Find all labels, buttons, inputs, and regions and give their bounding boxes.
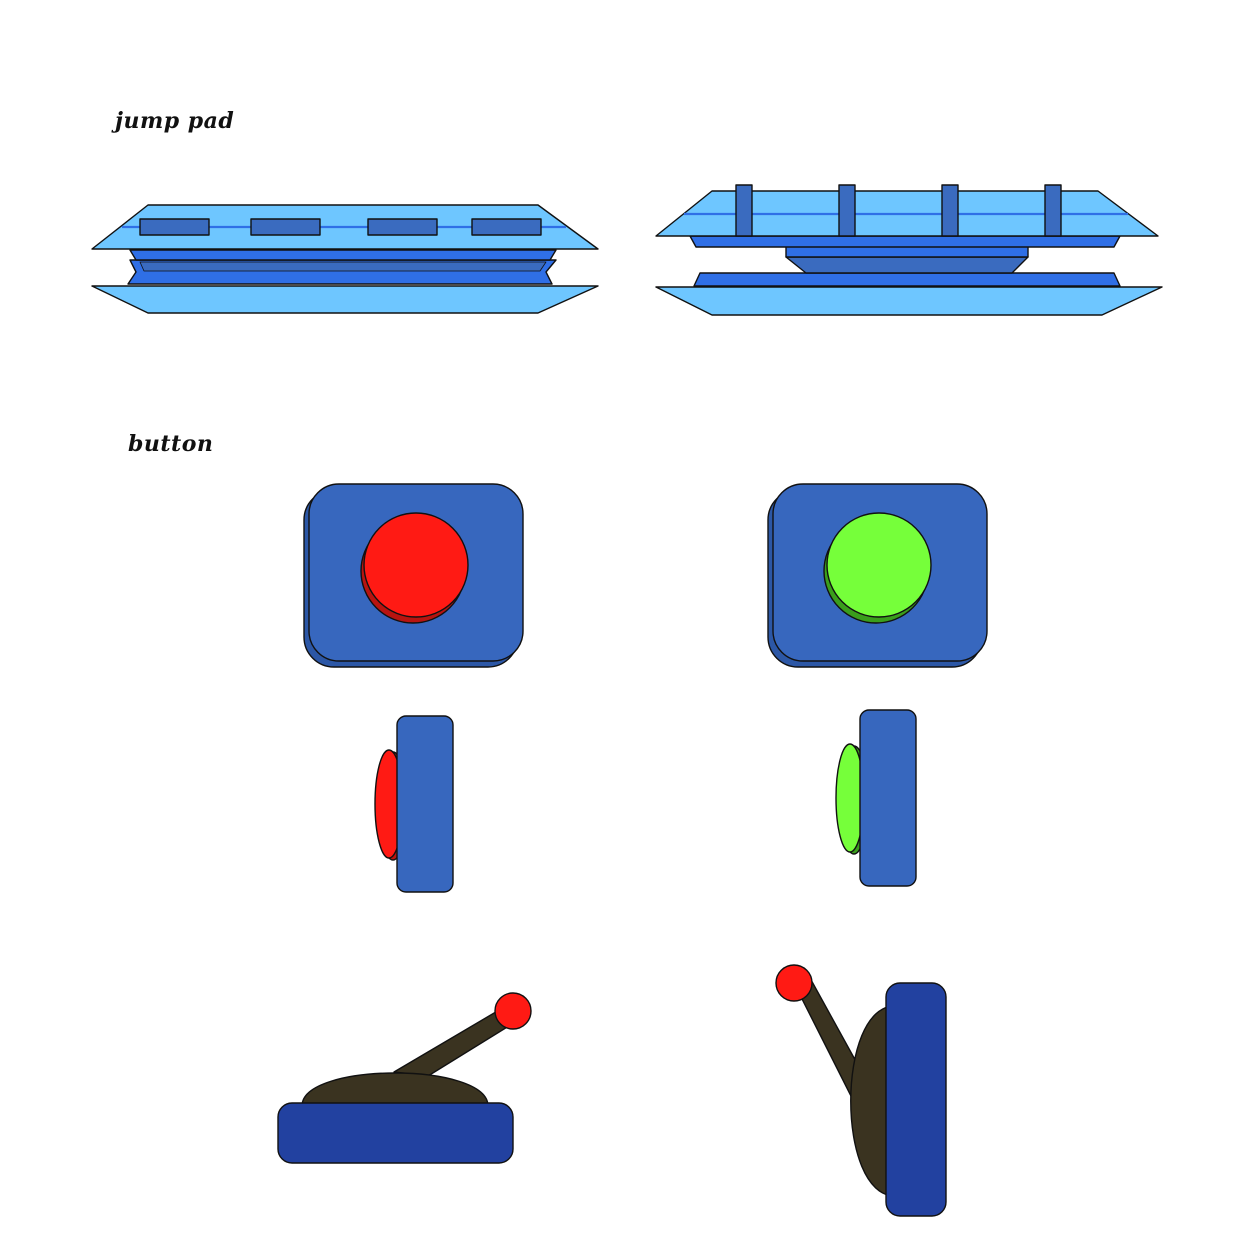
jump-pad-open [655, 184, 1163, 316]
jump-pad-open-post [941, 184, 959, 237]
button-red-top [303, 483, 524, 668]
button-red-top-cap [363, 512, 469, 618]
button-green-side-base [859, 709, 917, 887]
jump-pad-heading: jump pad [115, 108, 235, 134]
jump-pad-open-post [838, 184, 856, 237]
lever-off-base [277, 1102, 514, 1164]
button-green-side [835, 709, 917, 887]
jump-pad-open-bottom-lip [693, 272, 1121, 287]
jump-pad-open-post [1044, 184, 1062, 237]
jump-pad-closed-slot [367, 218, 438, 236]
button-red-side-base [396, 715, 454, 893]
button-heading: button [128, 431, 214, 457]
jump-pad-open-top-lip [689, 235, 1121, 248]
jump-pad-open-piston [785, 256, 1029, 274]
jump-pad-open-bottom-plate [655, 286, 1163, 316]
lever-off-housing [301, 1072, 489, 1107]
button-green-top [767, 483, 988, 668]
lever-off-knob [494, 992, 532, 1030]
button-red-side [374, 715, 454, 893]
jump-pad-closed-slot [250, 218, 321, 236]
lever-on-base [885, 982, 947, 1217]
lever-on [775, 964, 947, 1217]
jump-pad-closed [91, 204, 599, 314]
jump-pad-closed-slot [139, 218, 210, 236]
lever-off [277, 992, 532, 1164]
jump-pad-open-post [735, 184, 753, 237]
jump-pad-closed-slot [471, 218, 542, 236]
lever-on-knob [775, 964, 813, 1002]
jump-pad-closed-bottom-plate [91, 285, 599, 314]
jump-pad-closed-top-lip [129, 249, 557, 261]
button-green-top-cap [826, 512, 932, 618]
lever-on-housing [850, 1005, 896, 1197]
